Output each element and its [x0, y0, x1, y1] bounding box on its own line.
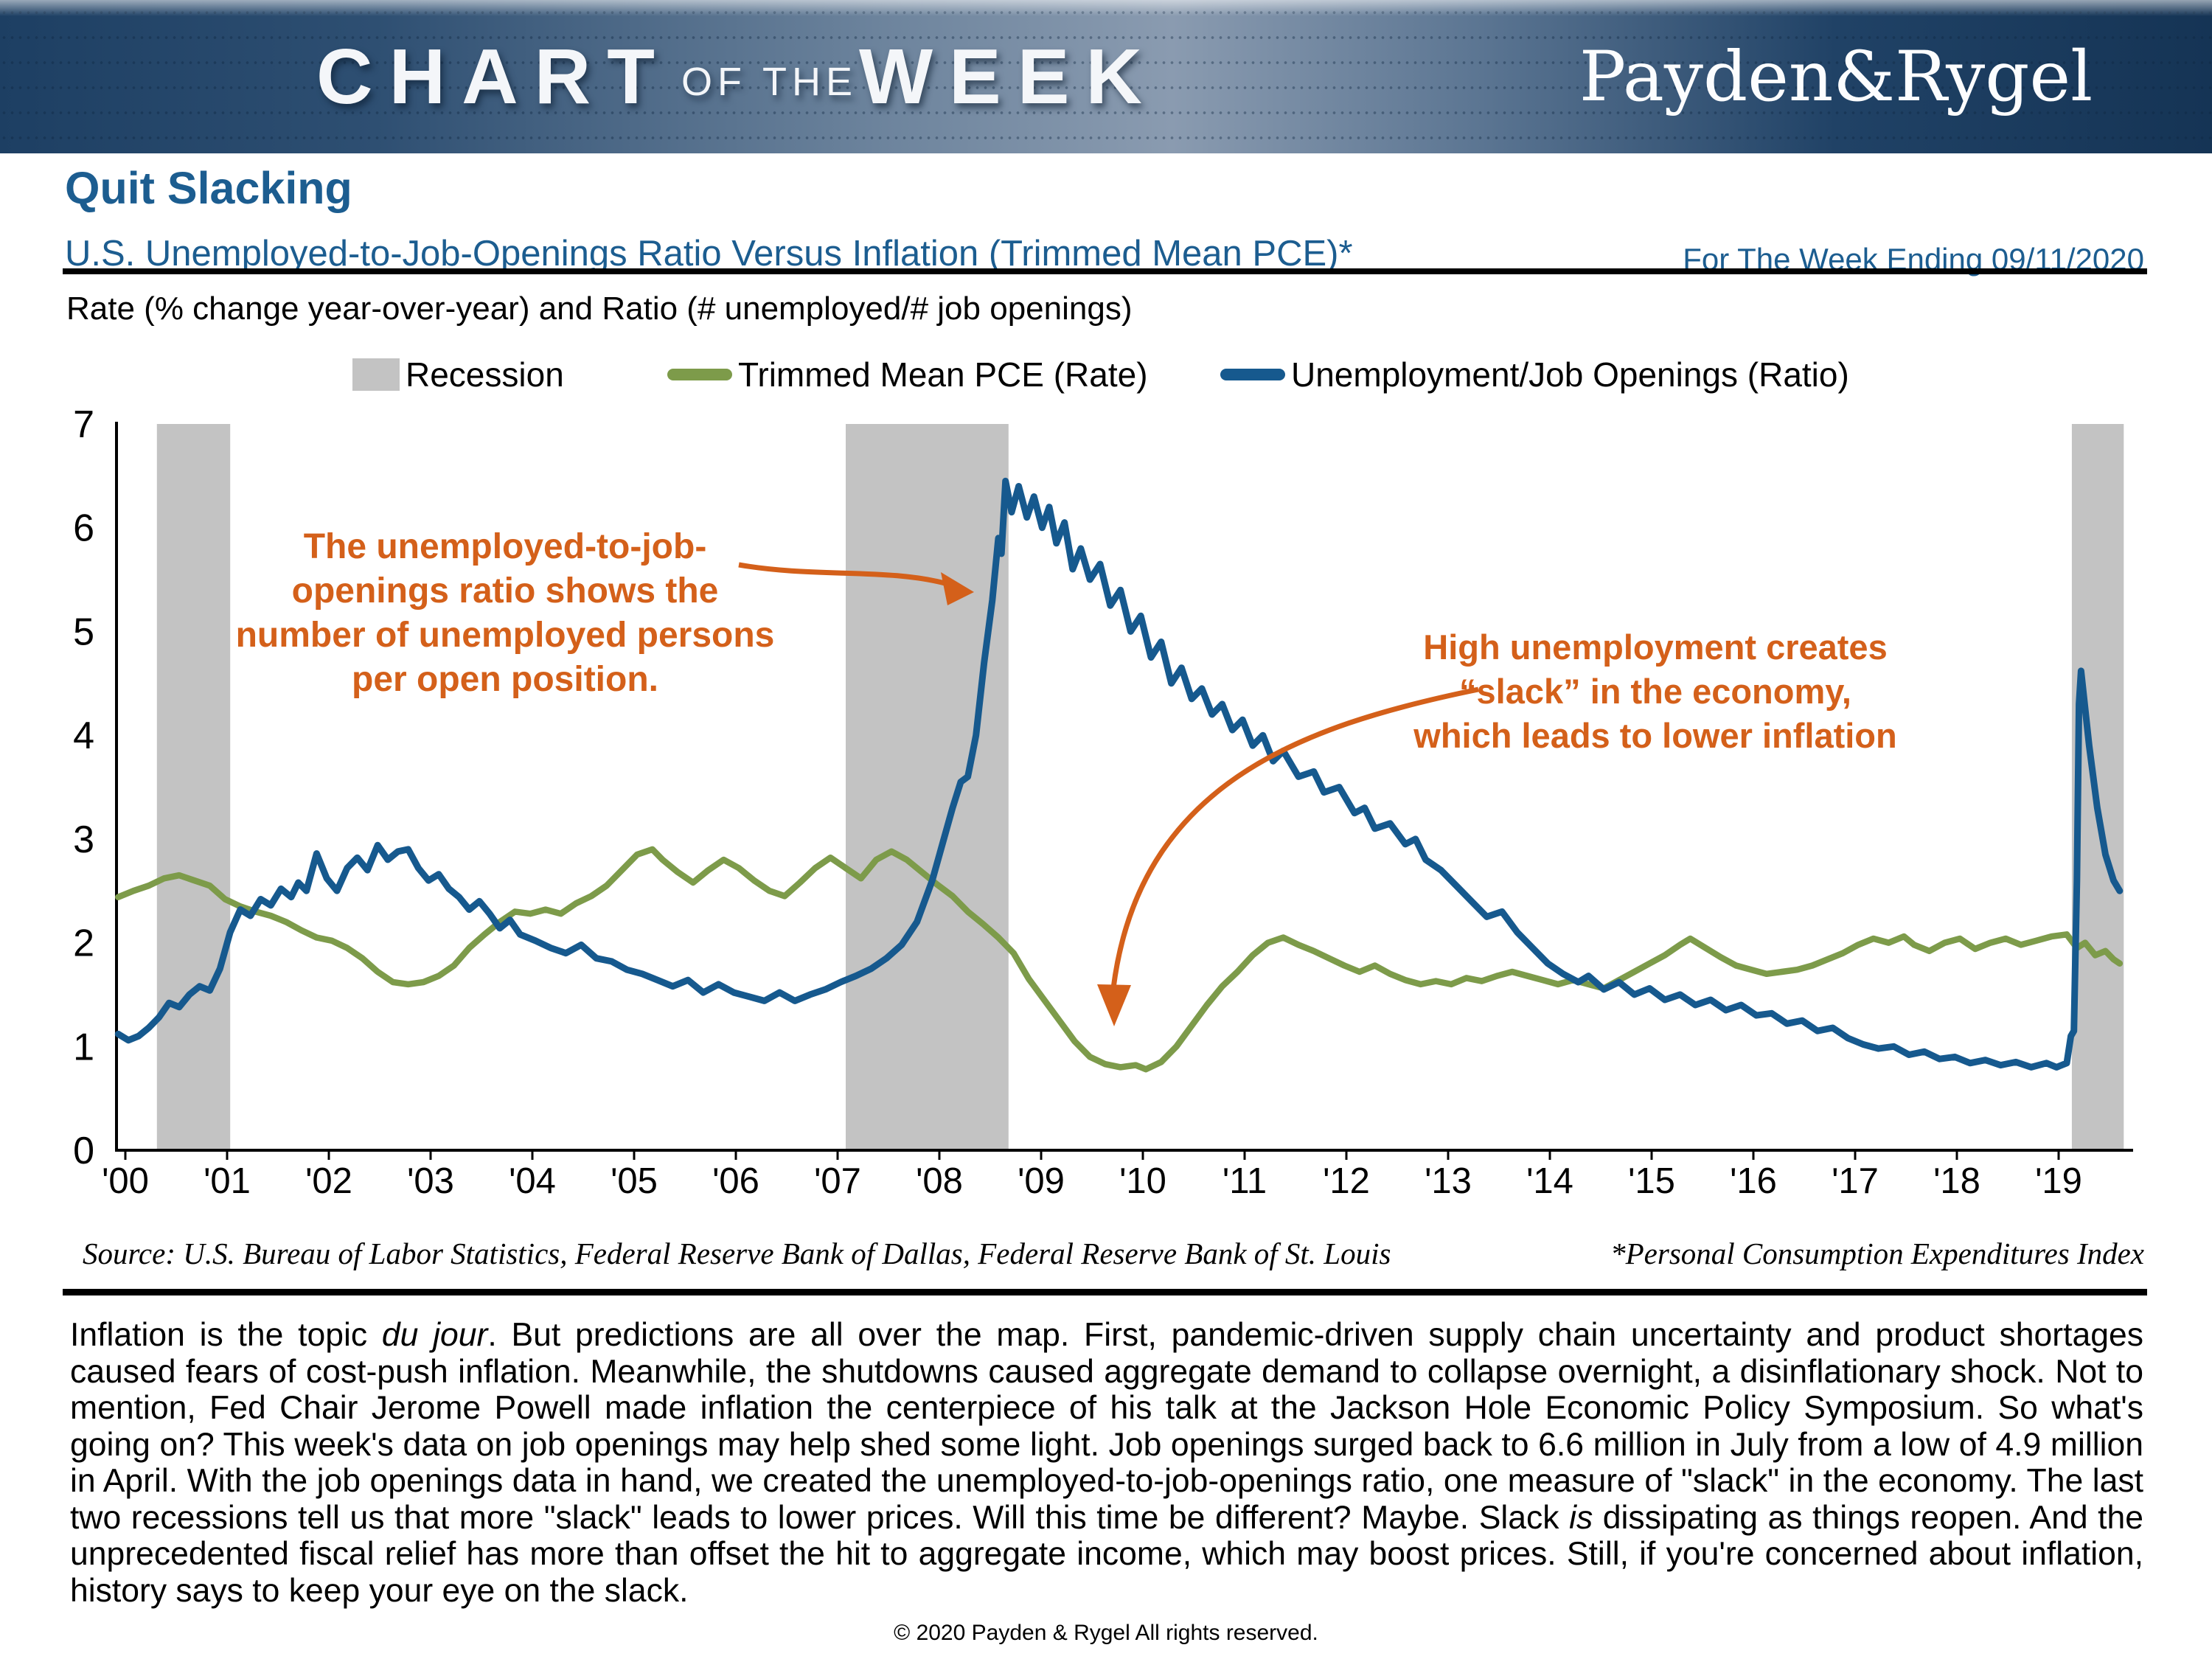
svg-text:6: 6	[73, 507, 94, 550]
svg-text:'12: '12	[1323, 1161, 1370, 1201]
body-divider	[63, 1289, 2147, 1295]
svg-text:'14: '14	[1526, 1161, 1573, 1201]
header-divider	[63, 268, 2147, 274]
y-axis-units-note: Rate (% change year-over-year) and Ratio…	[66, 291, 1133, 327]
svg-text:'11: '11	[1222, 1161, 1267, 1201]
svg-text:'02: '02	[305, 1161, 352, 1201]
annotation-slack: High unemployment creates “slack” in the…	[1405, 625, 1906, 758]
svg-text:4: 4	[73, 714, 94, 757]
annotation-arrow-left	[738, 562, 974, 605]
svg-text:'09: '09	[1018, 1161, 1065, 1201]
logo-word-chart: CHART	[316, 32, 671, 120]
annotation-unemployed-ratio: The unemployed-to-job- openings ratio sh…	[218, 525, 793, 702]
logo-word-ofthe: OF THE	[681, 60, 858, 104]
legend-label: Unemployment/Job Openings (Ratio)	[1291, 355, 1849, 394]
logo-word-week: WEEK	[858, 32, 1158, 120]
svg-text:'15: '15	[1628, 1161, 1675, 1201]
annotation-arrow-right	[1097, 686, 1479, 1026]
legend-item-recession: Recession	[352, 354, 564, 395]
svg-text:'03: '03	[407, 1161, 454, 1201]
recession-band	[156, 424, 231, 1150]
svg-text:2: 2	[73, 922, 94, 965]
annotation-line: number of unemployed persons	[235, 616, 775, 655]
body-paragraph: Inflation is the topic du jour. But pred…	[70, 1317, 2143, 1609]
chart-subtitle: U.S. Unemployed-to-Job-Openings Ratio Ve…	[65, 234, 1353, 274]
legend-label: Trimmed Mean PCE (Rate)	[738, 355, 1148, 394]
annotation-line: openings ratio shows the	[291, 571, 719, 611]
svg-text:'00: '00	[102, 1161, 149, 1201]
svg-text:'08: '08	[916, 1161, 963, 1201]
series-Trimmed Mean PCE (Rate)	[115, 846, 2124, 1073]
legend-item-pce: Trimmed Mean PCE (Rate)	[667, 354, 1148, 395]
annotation-line: per open position.	[352, 660, 658, 699]
svg-text:'04: '04	[509, 1161, 556, 1201]
copyright-notice: © 2020 Payden & Rygel All rights reserve…	[894, 1621, 1318, 1645]
recession-swatch	[352, 358, 400, 391]
svg-text:7: 7	[73, 403, 94, 446]
chart-of-the-week-logo: CHART OF THE WEEK	[288, 0, 1187, 153]
svg-text:1: 1	[73, 1026, 94, 1068]
svg-text:'10: '10	[1119, 1161, 1166, 1201]
svg-text:'16: '16	[1730, 1161, 1777, 1201]
legend-item-ratio: Unemployment/Job Openings (Ratio)	[1220, 354, 1849, 395]
page-title: Quit Slacking	[65, 163, 352, 213]
svg-text:'06: '06	[712, 1161, 759, 1201]
svg-text:'17: '17	[1832, 1161, 1879, 1201]
annotation-line: “slack” in the economy,	[1459, 672, 1851, 711]
pce-footnote: *Personal Consumption Expenditures Index	[1610, 1237, 2144, 1270]
svg-text:5: 5	[73, 611, 94, 653]
svg-text:'19: '19	[2035, 1161, 2082, 1201]
legend-label: Recession	[406, 355, 564, 394]
annotation-line: The unemployed-to-job-	[303, 527, 707, 566]
series-Unemployment/Job Openings (Ratio)	[114, 477, 2124, 1071]
source-note: Source: U.S. Bureau of Labor Statistics,…	[83, 1237, 1391, 1270]
payden-rygel-logo: Payden&Rygel	[1579, 36, 2093, 117]
svg-text:'07: '07	[814, 1161, 861, 1201]
top-banner: CHART OF THE WEEK Payden&Rygel	[0, 0, 2212, 153]
annotation-line: which leads to lower inflation	[1413, 716, 1897, 755]
svg-text:0: 0	[73, 1130, 94, 1172]
svg-text:'05: '05	[611, 1161, 658, 1201]
svg-text:'18: '18	[1933, 1161, 1980, 1201]
pce-line-swatch	[667, 369, 732, 380]
recession-band	[846, 424, 1009, 1150]
svg-text:3: 3	[73, 818, 94, 861]
svg-text:'01: '01	[204, 1161, 251, 1201]
svg-text:'13: '13	[1425, 1161, 1472, 1201]
ratio-line-swatch	[1220, 369, 1285, 380]
annotation-line: High unemployment creates	[1423, 627, 1888, 667]
